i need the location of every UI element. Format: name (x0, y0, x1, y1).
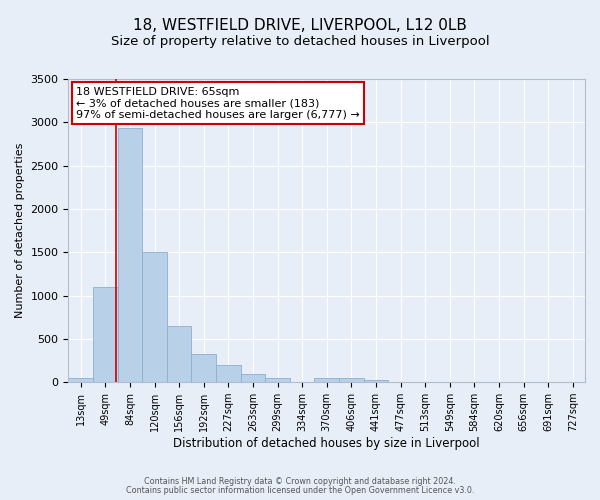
Bar (142, 252, 167, 382)
Y-axis label: Number of detached properties: Number of detached properties (15, 143, 25, 318)
Bar (167, 326, 191, 382)
Text: Contains HM Land Registry data © Crown copyright and database right 2024.: Contains HM Land Registry data © Crown c… (144, 477, 456, 486)
Bar (191, 354, 216, 382)
Text: 18 WESTFIELD DRIVE: 65sqm
← 3% of detached houses are smaller (183)
97% of semi-: 18 WESTFIELD DRIVE: 65sqm ← 3% of detach… (76, 86, 360, 120)
X-axis label: Distribution of detached houses by size in Liverpool: Distribution of detached houses by size … (173, 437, 480, 450)
Bar (68, 378, 93, 382)
Text: Contains public sector information licensed under the Open Government Licence v3: Contains public sector information licen… (126, 486, 474, 495)
Bar (314, 378, 339, 382)
Text: 18, WESTFIELD DRIVE, LIVERPOOL, L12 0LB: 18, WESTFIELD DRIVE, LIVERPOOL, L12 0LB (133, 18, 467, 32)
Bar (364, 380, 388, 382)
Bar (118, 128, 142, 382)
Bar (241, 374, 265, 382)
Bar (216, 365, 241, 382)
Bar (93, 287, 118, 382)
Text: Size of property relative to detached houses in Liverpool: Size of property relative to detached ho… (110, 35, 490, 48)
Bar (265, 378, 290, 382)
Bar (339, 378, 364, 382)
